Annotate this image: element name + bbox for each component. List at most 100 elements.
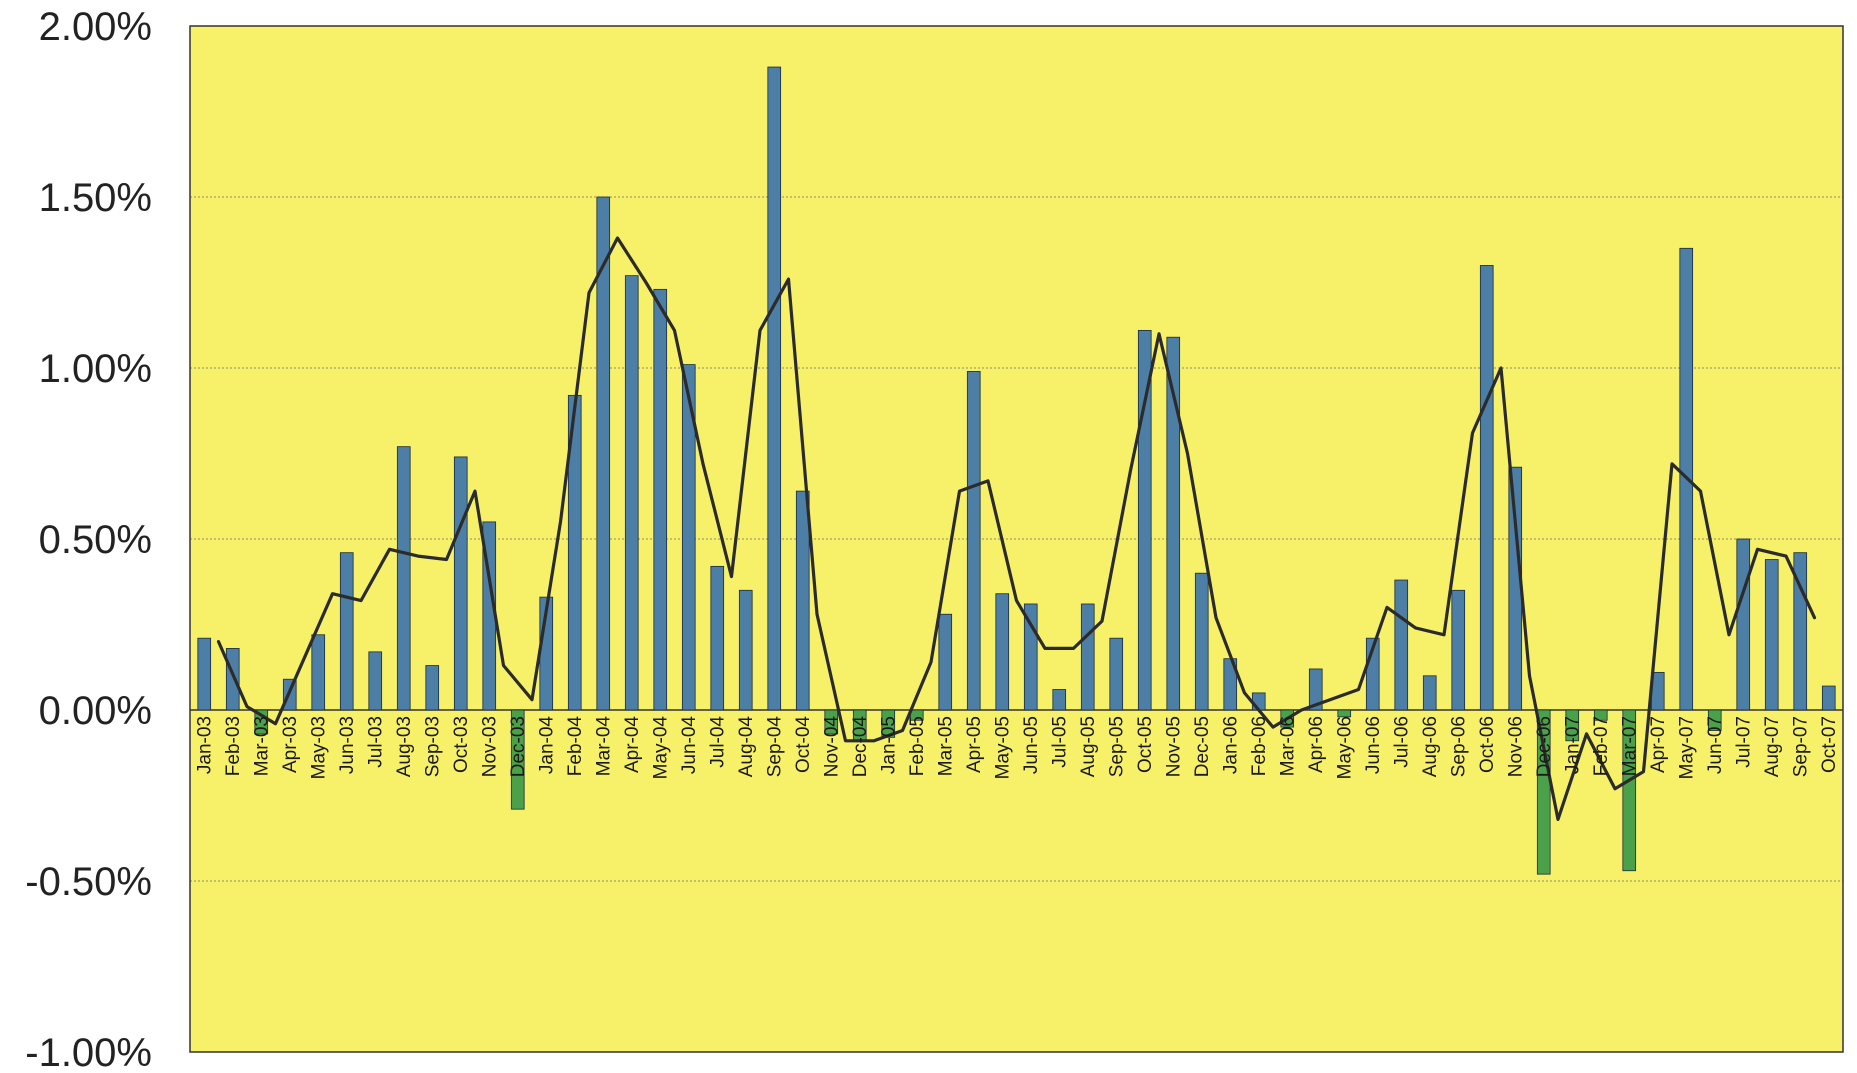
bar [767,66,782,711]
bar [596,196,611,711]
bar [1080,603,1095,711]
x-tick-label: Feb-06 [1249,716,1270,776]
x-tick-label: Dec-05 [1192,716,1213,777]
x-tick-label: Jun-03 [337,716,358,774]
bar [1451,589,1466,711]
x-tick-label: Sep-04 [764,716,785,778]
x-tick-label: Sep-06 [1448,716,1469,777]
bar [1166,336,1181,711]
x-tick-label: Oct-03 [451,716,472,773]
x-tick-label: Feb-03 [223,716,244,776]
x-tick-label: Apr-05 [964,716,985,773]
bar [1736,538,1751,711]
x-tick-label: Mar-06 [1277,716,1298,776]
x-tick-label: Jun-04 [679,716,700,775]
x-tick-label: Jun-06 [1363,716,1384,774]
x-tick-label: Mar-03 [251,716,272,776]
bar [339,552,354,711]
bar [1593,709,1608,721]
x-tick-label: Oct-04 [793,716,814,773]
x-tick-label: Oct-06 [1477,716,1498,773]
x-tick-label: Nov-06 [1505,716,1526,777]
bar [1479,264,1494,711]
x-tick-label: Jan-03 [194,716,215,774]
y-tick-label: 1.00% [39,347,152,391]
plot-frame [189,25,1844,1053]
x-tick-label: Feb-04 [565,716,586,777]
y-tick-label: 2.00% [39,5,152,49]
x-tick-label: Jan-04 [536,716,557,775]
x-tick-label: Aug-03 [394,716,415,777]
x-tick-label: Mar-05 [935,716,956,776]
bar [1251,692,1266,711]
bar-series [197,66,1836,875]
bar [1508,466,1523,711]
bar [1565,709,1580,742]
x-tick-label: Oct-07 [1819,716,1840,773]
bar [824,709,839,735]
bar [795,490,810,711]
bar [995,593,1010,711]
bar [710,565,725,711]
x-tick-label: Jul-03 [365,716,386,768]
bar [1622,709,1637,872]
x-tick-label: May-07 [1676,716,1697,779]
x-tick-label: Sep-03 [422,716,443,777]
x-tick-label: Jun-07 [1705,716,1726,774]
bar [225,648,240,711]
x-tick-label: Jul-05 [1049,716,1070,768]
x-tick-label: Jul-04 [707,716,728,768]
x-tick-label: Feb-05 [907,716,928,776]
bar [425,665,440,711]
x-tick-label: Oct-05 [1135,716,1156,773]
y-tick-label: -0.50% [25,860,152,904]
x-tick-label: May-05 [992,716,1013,779]
x-tick-label: Aug-04 [736,716,757,778]
bar [1052,689,1067,711]
x-tick-label: Apr-04 [622,716,643,773]
bar [1821,685,1836,711]
bar [1764,559,1779,711]
x-tick-label: Aug-07 [1762,716,1783,777]
x-tick-label: Jun-05 [1021,716,1042,774]
y-tick-label: 0.00% [39,689,152,733]
x-tick-label: Jan-05 [878,716,899,774]
x-tick-label: Nov-04 [821,716,842,778]
line-path [216,236,1817,822]
x-tick-label: Nov-03 [479,716,500,777]
bar [1308,668,1323,711]
bar [396,446,411,711]
x-tick-label: Aug-06 [1420,716,1441,777]
bar [311,634,326,711]
x-tick-label: May-06 [1334,716,1355,779]
bar [1536,709,1551,875]
x-tick-label: Jan-06 [1220,716,1241,774]
x-tick-label: Nov-05 [1163,716,1184,777]
bar [624,275,639,711]
y-tick-label: 1.50% [39,176,152,220]
bar [681,364,696,711]
x-tick-label: Mar-04 [593,716,614,777]
x-tick-label: Sep-07 [1790,716,1811,777]
x-axis-ticks: Jan-03 Feb-03 Mar-03 Apr-03 May-03 Jun-03 Jul-… [194,716,1840,780]
x-tick-label: May-03 [308,716,329,779]
x-tick-label: Jul-07 [1733,716,1754,768]
y-tick-label: -1.00% [25,1031,152,1073]
x-tick-label: Feb-07 [1591,716,1612,776]
x-tick-label: Apr-06 [1306,716,1327,773]
bar [738,589,753,711]
x-tick-label: Jul-06 [1391,716,1412,768]
x-tick-label: Dec-03 [508,716,529,777]
bar [653,288,668,711]
bar [368,651,383,711]
bar [510,709,525,810]
bar [881,709,896,738]
x-tick-label: Dec-06 [1534,716,1555,777]
bar [1337,709,1352,718]
x-tick-label: Apr-03 [280,716,301,773]
bar [966,371,981,711]
x-tick-label: Sep-05 [1106,716,1127,777]
bar [1394,579,1409,711]
